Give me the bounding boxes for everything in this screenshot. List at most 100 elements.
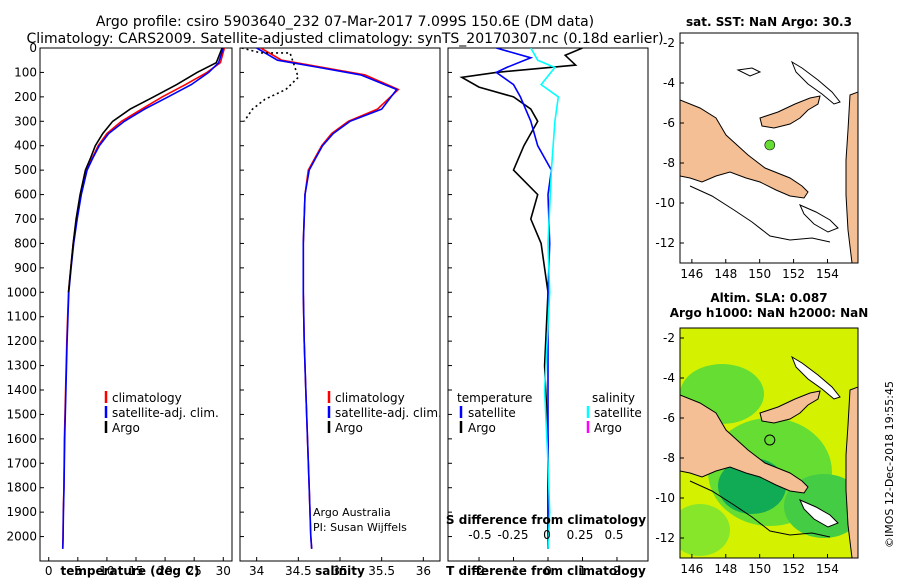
land-new-guinea (680, 394, 809, 494)
sla-argo-marker (764, 434, 776, 446)
depth-tick-label: 500 (14, 163, 37, 177)
legend-label-satellite: satellite-adj. clim. (335, 406, 442, 420)
s-tick-label: -0.25 (497, 528, 528, 542)
series-line (67, 48, 223, 293)
depth-tick-label: 1200 (6, 334, 37, 348)
lat-tick-label: -2 (663, 36, 675, 50)
difference-depth-ticks (448, 47, 452, 538)
land-islands-se (799, 499, 839, 528)
series-line (260, 48, 400, 549)
x-tick-label: 10 (99, 564, 114, 578)
temperature-panel: 0100200300400500600700800900100011001200… (6, 41, 233, 578)
sla-map-frame (679, 327, 859, 559)
sla-map-title-line1: Altim. SLA: 0.087 (710, 291, 827, 305)
imos-credit: ©IMOS 12-Dec-2018 19:55:45 (883, 381, 896, 548)
lon-tick-label: 154 (816, 562, 839, 576)
temperature-series (61, 48, 226, 549)
legend-label-satellite-s: satellite (594, 406, 642, 420)
legend-label-argo: Argo (335, 421, 363, 435)
legend-label-satellite: satellite-adj. clim. (112, 406, 219, 420)
difference-x-ticks: -2 -1 0 1 2 (473, 557, 621, 578)
salinity-plot-frame (239, 47, 441, 562)
difference-s-ticks: -0.5 -0.25 0 0.25 0.5 (468, 528, 623, 542)
series-line (61, 48, 226, 549)
series-line (241, 48, 300, 122)
title-line1: Argo profile: csiro 5903640_232 07-Mar-2… (96, 14, 594, 30)
lon-tick-label: 146 (680, 562, 703, 576)
title-line2: Climatology: CARS2009. Satellite-adjuste… (26, 31, 663, 47)
depth-tick-label: 1300 (6, 359, 37, 373)
sst-map-panel: sat. SST: NaN Argo: 30.3 146 148 150 152 154… (655, 15, 859, 281)
lat-tick-label: -6 (663, 116, 675, 130)
x-tick-label: 20 (157, 564, 172, 578)
land-australia (845, 91, 858, 263)
land-coastline-s (689, 185, 831, 243)
depth-tick-label: 1900 (6, 505, 37, 519)
land-new-guinea (680, 99, 809, 199)
lat-tick-label: -12 (655, 531, 675, 545)
difference-legend-left: temperature satellite Argo (457, 391, 532, 435)
depth-tick-label: 600 (14, 188, 37, 202)
lat-tick-label: -4 (663, 76, 675, 90)
x-tick-label: 0 (45, 564, 53, 578)
difference-xlabel: T difference from climatology (446, 564, 646, 578)
legend-label-argo-t: Argo (468, 421, 496, 435)
legend-label-argo: Argo (112, 421, 140, 435)
land-islands-se (799, 204, 839, 233)
x-tick-label: 2 (613, 564, 621, 578)
series-line (494, 48, 553, 549)
lat-tick-label: -10 (655, 196, 675, 210)
difference-panel: -2 -1 0 1 2 T difference from climatology S … (446, 47, 649, 578)
s-tick-label: 0.25 (567, 528, 594, 542)
x-tick-label: 36 (416, 564, 431, 578)
lat-tick-label: -2 (663, 331, 675, 345)
sla-anomaly-green (680, 504, 730, 556)
legend-label-satellite-t: satellite (468, 406, 516, 420)
lon-tick-label: 152 (782, 267, 805, 281)
land-new-britain (759, 95, 821, 129)
series-line (459, 48, 583, 549)
credit-pi: PI: Susan Wijffels (313, 521, 407, 534)
land-new-britain (759, 390, 821, 424)
series-line (62, 48, 225, 549)
sst-map-land (680, 60, 858, 263)
legend-header-salinity: salinity (592, 391, 635, 405)
sst-map-ticks: 146 148 150 152 154 -2 -4 -6 -8 -10 -12 (655, 36, 839, 281)
salinity-panel: 34 34.5 35 35.5 36 salinity climatology sate… (239, 47, 442, 578)
depth-tick-label: 1800 (6, 481, 37, 495)
x-tick-label: -1 (508, 564, 520, 578)
x-tick-label: 5 (74, 564, 82, 578)
land-new-ireland (790, 60, 841, 105)
temperature-legend: climatology satellite-adj. clim. Argo (104, 391, 219, 435)
s-tick-label: 0 (543, 528, 551, 542)
temperature-xlabel: temperature (deg C) (61, 564, 200, 578)
x-tick-label: 34 (249, 564, 264, 578)
lat-tick-label: -8 (663, 156, 675, 170)
depth-tick-label: 1700 (6, 456, 37, 470)
salinity-x-ticks: 34 34.5 35 35.5 36 (249, 557, 431, 578)
depth-tick-label: 700 (14, 212, 37, 226)
lat-tick-label: -12 (655, 236, 675, 250)
sst-map-title: sat. SST: NaN Argo: 30.3 (686, 15, 852, 29)
sla-map-panel: Altim. SLA: 0.087 Argo h1000: NaN h2000:… (655, 291, 868, 576)
x-tick-label: 1 (579, 564, 587, 578)
x-tick-label: 34.5 (285, 564, 312, 578)
depth-tick-label: 1100 (6, 310, 37, 324)
depth-tick-label: 300 (14, 114, 37, 128)
depth-tick-label: 1000 (6, 285, 37, 299)
depth-tick-label: 1600 (6, 432, 37, 446)
depth-tick-label: 0 (29, 41, 37, 55)
depth-tick-label: 100 (14, 65, 37, 79)
lon-tick-label: 152 (782, 562, 805, 576)
difference-legend-right: salinity satellite Argo (586, 391, 642, 435)
lon-tick-label: 148 (714, 562, 737, 576)
depth-axis-ticks: 0 100 200 300 400 500 600 700 800 900 1000 1100 1200… (6, 41, 44, 544)
s-tick-label: 0.5 (604, 528, 623, 542)
credit-argo-australia: Argo Australia (313, 506, 391, 519)
legend-label-climatology: climatology (335, 391, 405, 405)
difference-x2label: S difference from climatology (446, 513, 646, 527)
land-bougainville (736, 67, 762, 77)
sla-map-ticks: 146 148 150 152 154 -2 -4 -6 -8 -10 -12 (655, 331, 839, 576)
lat-tick-label: -8 (663, 451, 675, 465)
